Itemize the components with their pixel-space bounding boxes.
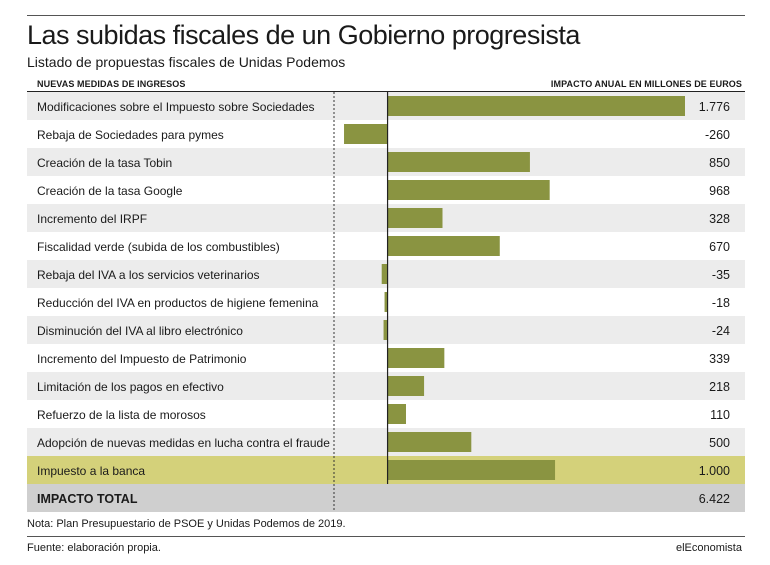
- category-label: Fiscalidad verde (subida de los combusti…: [37, 240, 280, 254]
- bar: [387, 432, 472, 452]
- value-label: 500: [709, 436, 730, 450]
- row-bg: [27, 204, 745, 232]
- row-bg: [27, 372, 745, 400]
- category-label: Impuesto a la banca: [37, 464, 145, 478]
- value-label: -35: [712, 268, 730, 282]
- value-label: 670: [709, 240, 730, 254]
- value-label: 110: [710, 408, 730, 422]
- row-bg: [27, 344, 745, 372]
- category-label: Rebaja del IVA a los servicios veterinar…: [37, 268, 260, 282]
- value-label: 1.776: [699, 100, 730, 114]
- bar: [387, 376, 425, 396]
- total-value: 6.422: [699, 492, 730, 506]
- row-bg: [27, 148, 745, 176]
- category-label: Modificaciones sobre el Impuesto sobre S…: [37, 100, 315, 114]
- category-label: Disminución del IVA al libro electrónico: [37, 324, 243, 338]
- bar: [387, 208, 443, 228]
- value-label: -260: [705, 128, 730, 142]
- category-label: Incremento del Impuesto de Patrimonio: [37, 352, 247, 366]
- category-label: Adopción de nuevas medidas en lucha cont…: [37, 436, 330, 450]
- category-label: Creación de la tasa Tobin: [37, 156, 172, 170]
- bar: [387, 348, 445, 368]
- bar: [387, 152, 530, 172]
- value-label: 339: [709, 352, 730, 366]
- bar: [387, 404, 406, 424]
- brand-label: elEconomista: [675, 542, 742, 554]
- row-bg: [27, 176, 745, 204]
- value-label: 1.000: [699, 464, 730, 478]
- value-label: 218: [709, 380, 730, 394]
- bar: [383, 320, 388, 340]
- bar-chart: Modificaciones sobre el Impuesto sobre S…: [27, 92, 745, 512]
- value-label: -18: [712, 296, 730, 310]
- bar: [387, 180, 550, 200]
- total-row-bg: [27, 484, 745, 512]
- header-rule: [27, 91, 745, 92]
- bar: [387, 460, 556, 480]
- row-bg: [27, 232, 745, 260]
- category-label: Limitación de los pagos en efectivo: [37, 380, 224, 394]
- value-label: -24: [712, 324, 730, 338]
- column-header-impact: IMPACTO ANUAL EN MILLONES DE EUROS: [550, 79, 742, 89]
- row-bg: [27, 456, 745, 484]
- category-label: Creación de la tasa Google: [37, 184, 183, 198]
- bottom-rule: [27, 536, 745, 537]
- category-label: Reducción del IVA en productos de higien…: [37, 296, 319, 310]
- source-label: Fuente: elaboración propia.: [27, 542, 161, 554]
- category-label: Rebaja de Sociedades para pymes: [37, 128, 224, 142]
- row-bg: [27, 428, 745, 456]
- chart-title: Las subidas fiscales de un Gobierno prog…: [27, 20, 580, 50]
- column-header-measures: NUEVAS MEDIDAS DE INGRESOS: [37, 79, 186, 89]
- bar: [387, 96, 685, 116]
- category-label: Incremento del IRPF: [37, 212, 147, 226]
- top-rule: [27, 15, 745, 16]
- bar: [387, 236, 500, 256]
- value-label: 968: [709, 184, 730, 198]
- bar: [344, 124, 388, 144]
- value-label: 850: [709, 156, 730, 170]
- footnote: Nota: Plan Presupuestario de PSOE y Unid…: [27, 518, 346, 530]
- bar: [384, 292, 388, 312]
- value-label: 328: [709, 212, 730, 226]
- chart-subtitle: Listado de propuestas fiscales de Unidas…: [27, 54, 346, 70]
- bar: [381, 264, 388, 284]
- row-bg: [27, 400, 745, 428]
- category-label: Refuerzo de la lista de morosos: [37, 408, 206, 422]
- total-label: IMPACTO TOTAL: [37, 492, 138, 506]
